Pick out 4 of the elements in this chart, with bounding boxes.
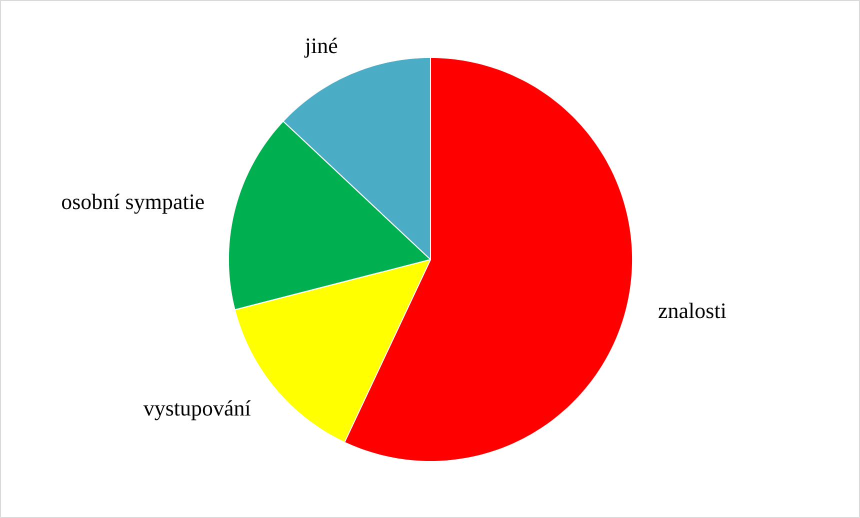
slice-label: znalosti [658, 298, 726, 323]
slice-label: osobní sympatie [61, 189, 205, 214]
slice-label: jiné [304, 33, 338, 58]
slice-label: vystupování [143, 396, 251, 421]
